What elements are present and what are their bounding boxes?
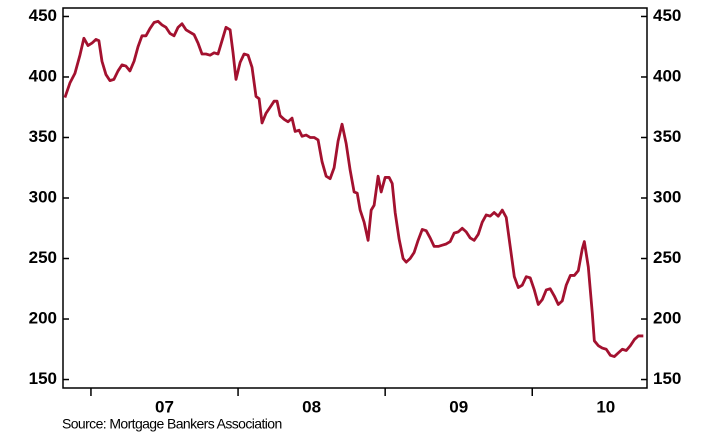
x-tick-label: 10 bbox=[596, 397, 615, 416]
y2-tick-label: 350 bbox=[653, 127, 681, 146]
y-tick-label: 150 bbox=[29, 369, 57, 388]
y2-tick-label: 200 bbox=[653, 309, 681, 328]
plot-frame bbox=[62, 7, 648, 389]
y-tick-label: 300 bbox=[29, 187, 57, 206]
y2-tick-label: 450 bbox=[653, 6, 681, 25]
y-tick-label: 200 bbox=[29, 309, 57, 328]
x-tick-label: 07 bbox=[155, 397, 174, 416]
y2-tick-label: 300 bbox=[653, 187, 681, 206]
y2-tick-label: 250 bbox=[653, 248, 681, 267]
x-tick-label: 09 bbox=[449, 397, 468, 416]
y-tick-label: 450 bbox=[29, 6, 57, 25]
y-tick-label: 250 bbox=[29, 248, 57, 267]
y2-tick-label: 400 bbox=[653, 66, 681, 85]
source-note: Source: Mortgage Bankers Association bbox=[62, 416, 282, 432]
y-tick-label: 400 bbox=[29, 66, 57, 85]
x-tick-label: 08 bbox=[302, 397, 321, 416]
series-line bbox=[63, 19, 644, 358]
y-tick-label: 350 bbox=[29, 127, 57, 146]
y2-tick-label: 150 bbox=[653, 369, 681, 388]
